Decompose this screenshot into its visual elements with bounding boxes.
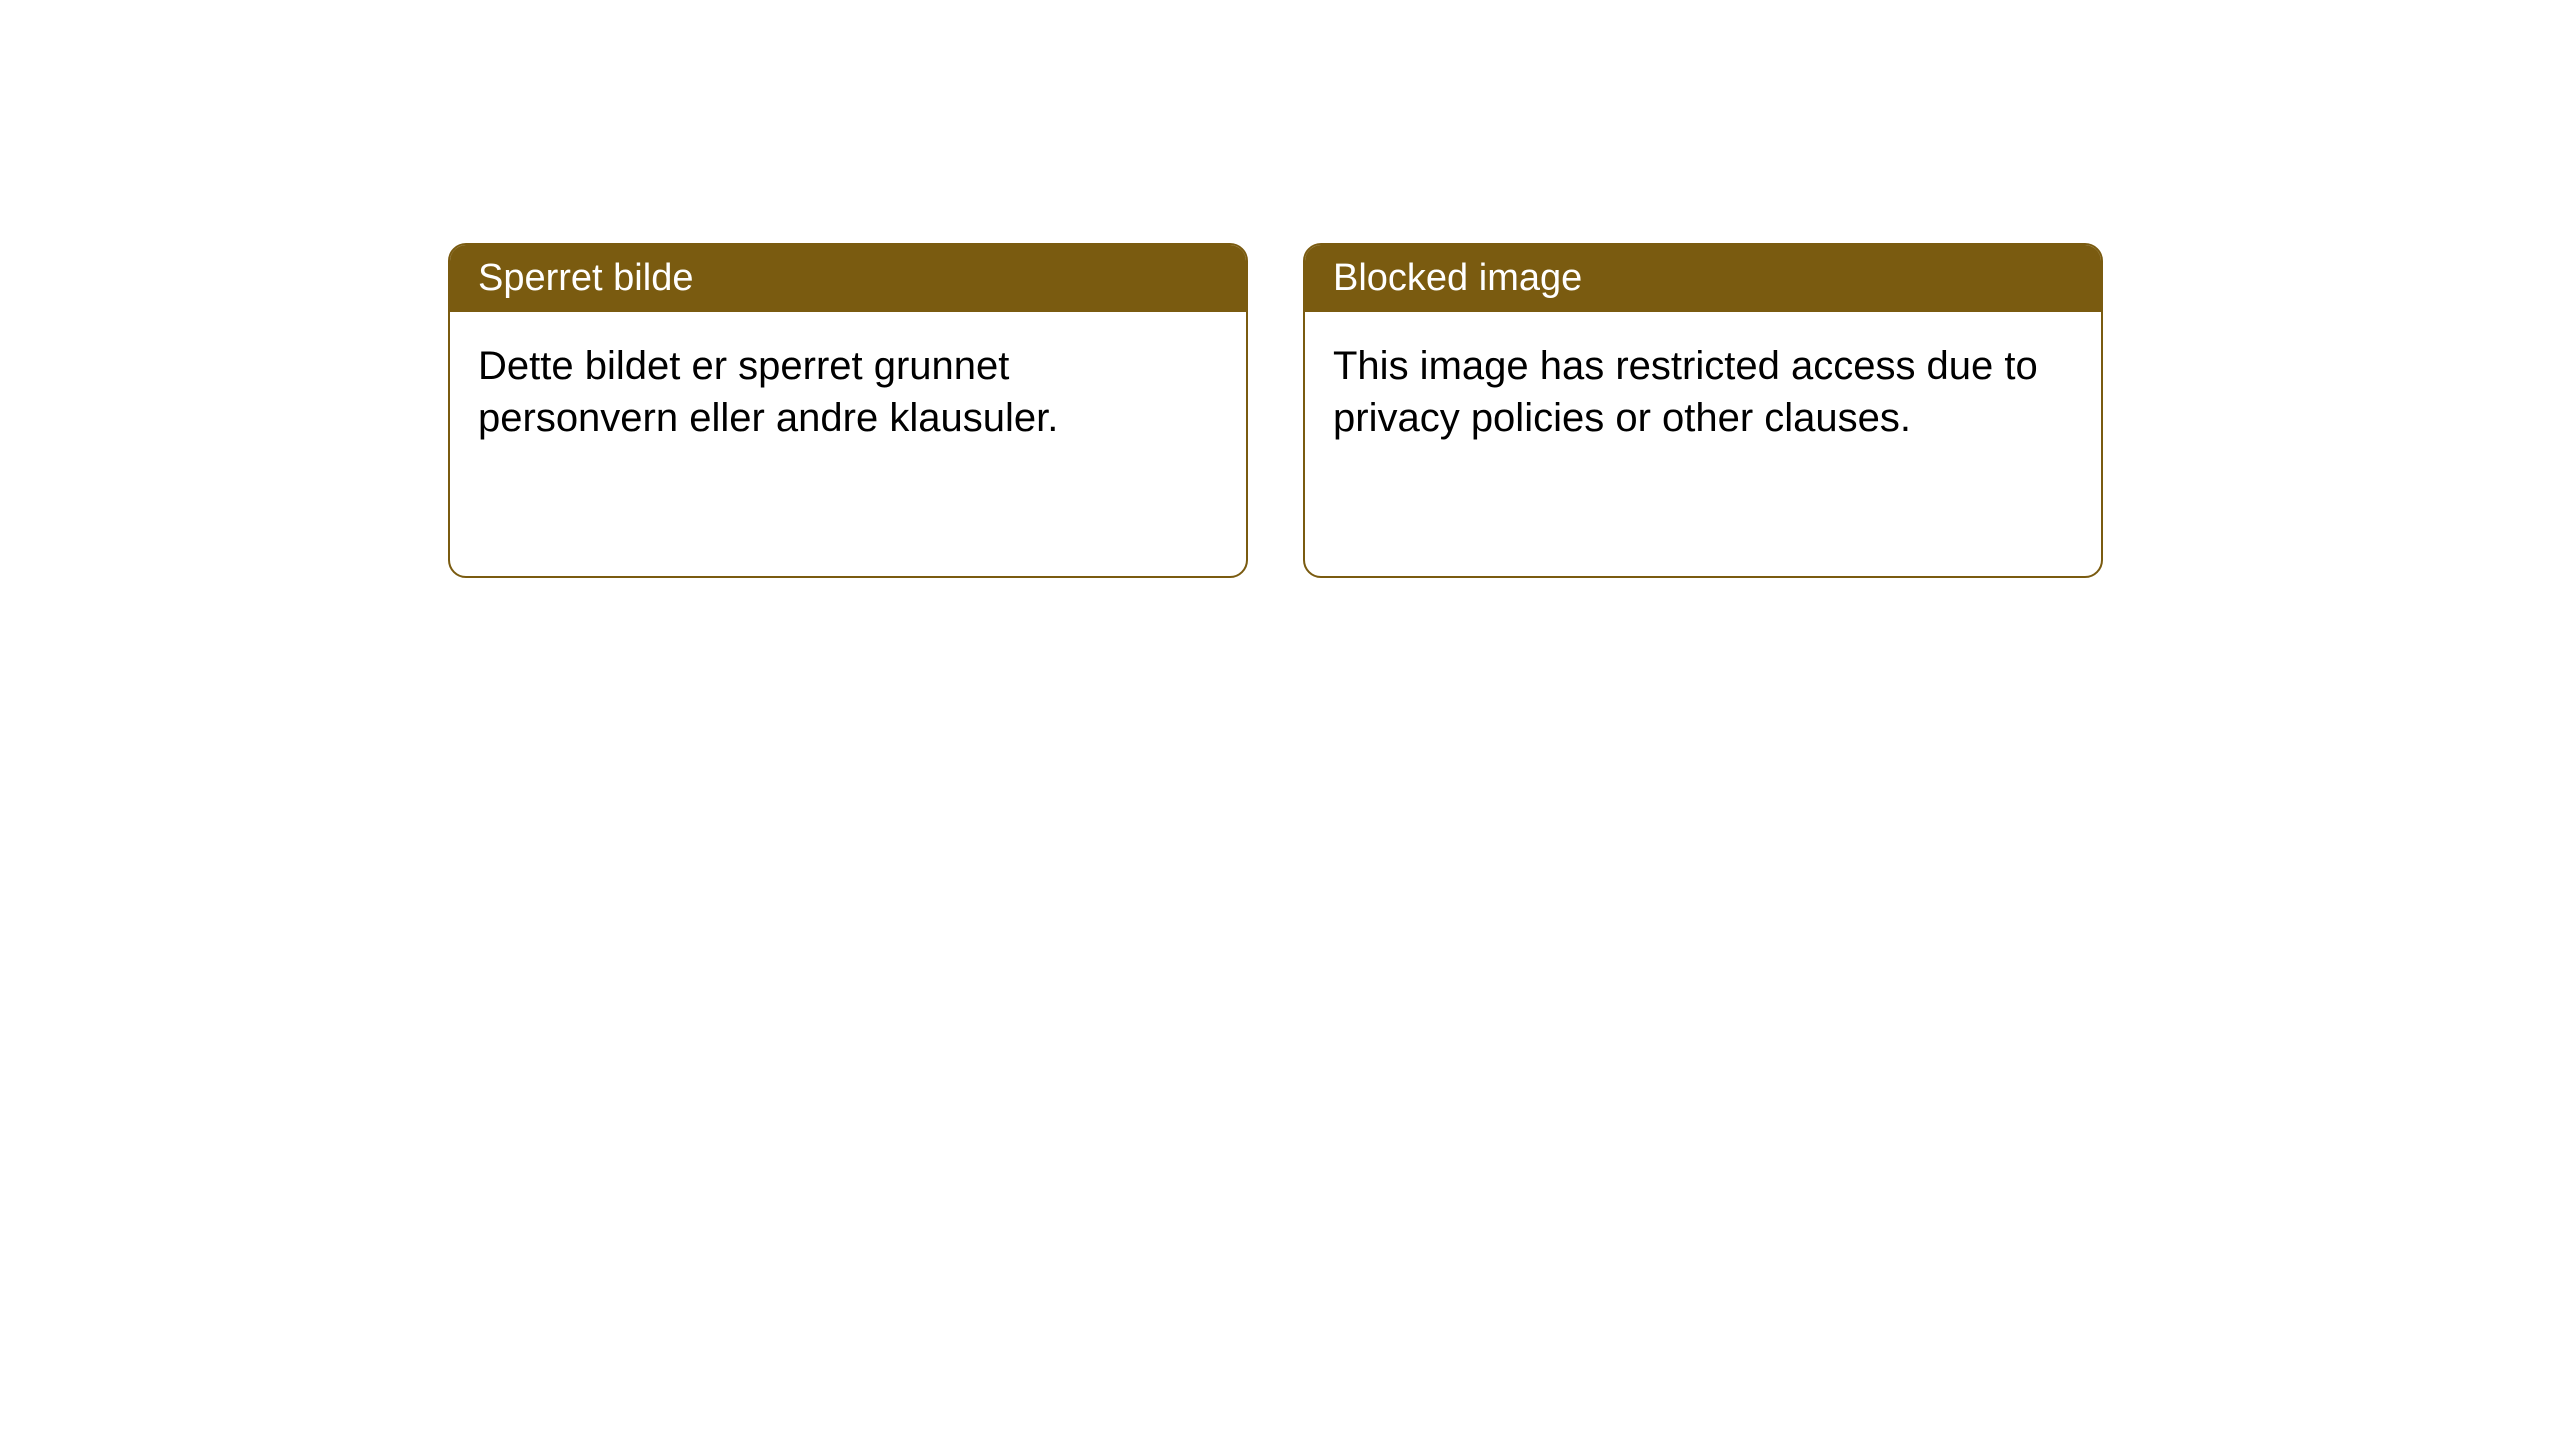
card-title: Blocked image (1333, 257, 1582, 299)
card-body: Dette bildet er sperret grunnet personve… (450, 312, 1246, 472)
card-title: Sperret bilde (478, 257, 693, 299)
card-body-text: Dette bildet er sperret grunnet personve… (478, 344, 1058, 440)
card-body-text: This image has restricted access due to … (1333, 344, 2038, 440)
notice-card-norwegian: Sperret bilde Dette bildet er sperret gr… (448, 243, 1248, 578)
card-header: Sperret bilde (450, 245, 1246, 312)
card-header: Blocked image (1305, 245, 2101, 312)
card-body: This image has restricted access due to … (1305, 312, 2101, 472)
notice-cards-container: Sperret bilde Dette bildet er sperret gr… (448, 243, 2103, 578)
notice-card-english: Blocked image This image has restricted … (1303, 243, 2103, 578)
